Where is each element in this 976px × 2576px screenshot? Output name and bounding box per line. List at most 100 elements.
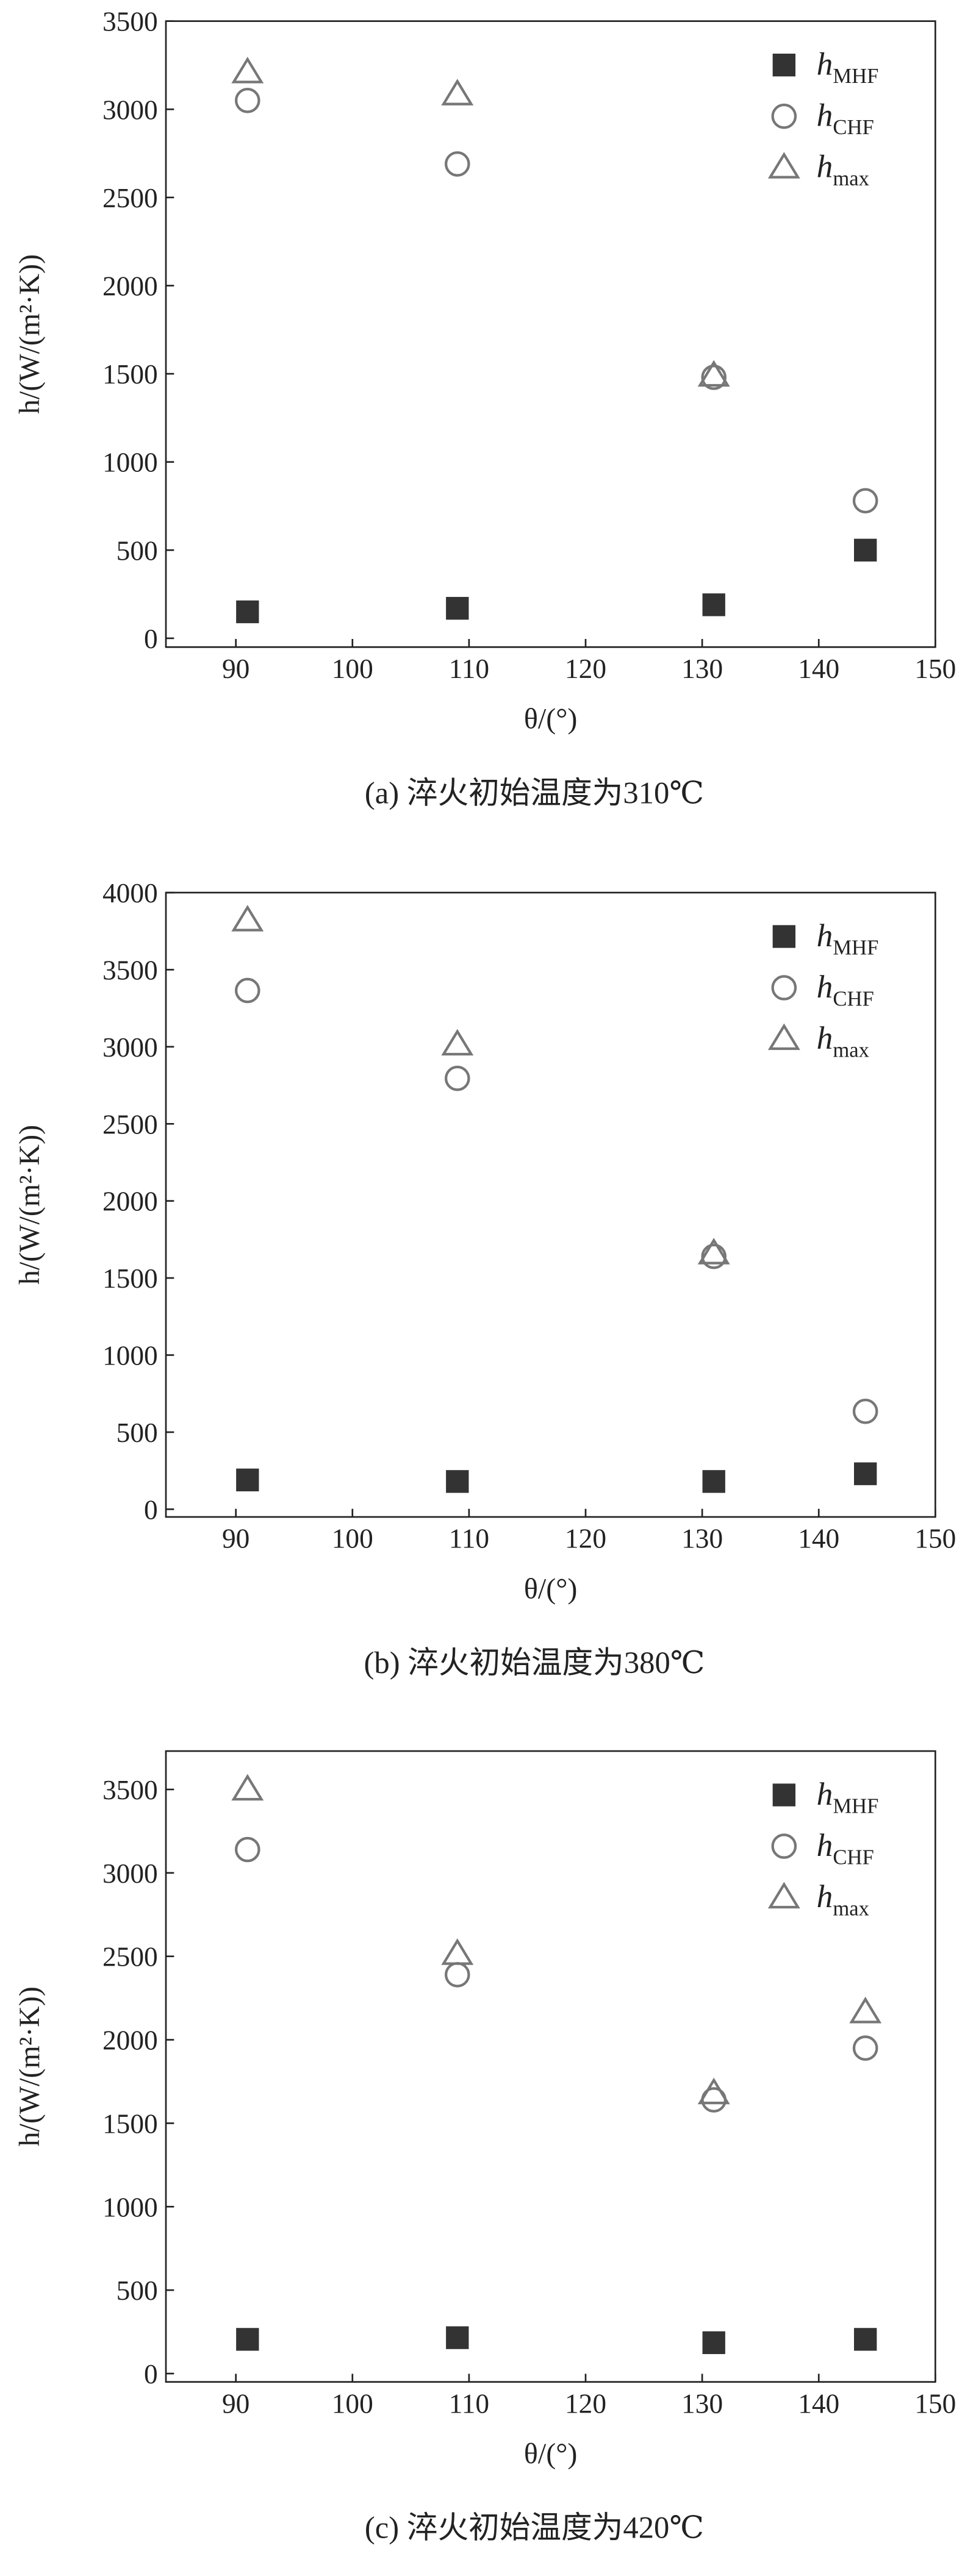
square-marker — [446, 597, 469, 620]
circle-marker — [701, 365, 727, 390]
x-tick-label: 90 — [222, 2388, 249, 2419]
legend-symbol: h — [817, 97, 833, 134]
legend-subscript: CHF — [833, 987, 874, 1010]
circle-marker — [771, 1833, 797, 1859]
triangle-marker — [231, 1774, 264, 1801]
square-marker — [772, 1783, 795, 1807]
legend-label: hCHF — [817, 968, 874, 1010]
y-tick-label: 1500 — [102, 1263, 158, 1294]
legend-subscript: max — [833, 167, 869, 190]
x-tick-label: 150 — [914, 1524, 956, 1554]
circle-marker — [444, 1961, 470, 1988]
legend-label: hCHF — [817, 1827, 874, 1869]
triangle-marker — [231, 905, 264, 932]
y-tick-label: 3000 — [102, 1858, 158, 1889]
triangle-marker — [697, 360, 730, 387]
legend-label: hmax — [817, 148, 869, 190]
x-tick-label: 110 — [449, 2388, 489, 2419]
y-tick-label: 4000 — [102, 878, 158, 908]
circle-marker — [771, 103, 797, 129]
y-tick-label: 3500 — [102, 1775, 158, 1805]
legend-subscript: max — [833, 1038, 869, 1061]
triangle-marker — [697, 1238, 730, 1265]
x-tick-label: 120 — [565, 654, 606, 684]
plot-frame — [165, 891, 936, 1518]
triangle-marker — [441, 1938, 474, 1965]
y-tick-label: 0 — [144, 624, 158, 654]
y-tick-label: 2500 — [102, 1942, 158, 1972]
legend-symbol: h — [817, 46, 833, 82]
y-tick-label: 3000 — [102, 95, 158, 125]
square-marker — [854, 2328, 877, 2351]
x-axis-label: θ/(°) — [524, 1572, 578, 1605]
y-tick-label: 1500 — [102, 359, 158, 390]
legend-symbol: h — [817, 1019, 833, 1056]
circle-marker — [852, 488, 878, 514]
legend-subscript: CHF — [833, 1846, 874, 1869]
legend-subscript: MHF — [833, 936, 878, 959]
square-marker — [772, 54, 795, 77]
x-tick-label: 150 — [914, 2388, 956, 2419]
y-tick-label: 1000 — [102, 448, 158, 478]
square-marker — [854, 538, 877, 562]
legend-subscript: CHF — [833, 116, 874, 139]
x-tick-label: 140 — [798, 1524, 839, 1554]
triangle-marker — [697, 2077, 730, 2105]
legend-subscript: max — [833, 1897, 869, 1920]
x-tick-label: 120 — [565, 2388, 606, 2419]
square-marker — [772, 925, 795, 948]
legend-subscript: MHF — [833, 65, 878, 88]
x-tick-label: 110 — [449, 1524, 489, 1554]
x-tick-label: 140 — [798, 2388, 839, 2419]
x-tick-label: 100 — [332, 654, 373, 684]
square-marker — [236, 1468, 259, 1491]
legend-label: hmax — [817, 1019, 869, 1061]
x-tick-label: 90 — [222, 654, 249, 684]
legend-symbol: h — [817, 1775, 833, 1812]
circle-marker — [444, 1065, 470, 1091]
y-tick-label: 3000 — [102, 1032, 158, 1063]
x-tick-label: 100 — [332, 2388, 373, 2419]
x-axis-label: θ/(°) — [524, 2438, 578, 2470]
circle-marker — [852, 2035, 878, 2061]
circle-marker — [771, 975, 797, 1001]
y-tick-label: 2000 — [102, 271, 158, 301]
y-tick-label: 500 — [117, 2275, 158, 2306]
square-marker — [702, 593, 725, 616]
triangle-marker — [767, 1882, 800, 1909]
square-marker — [236, 600, 259, 624]
triangle-marker — [441, 79, 474, 105]
y-tick-label: 2500 — [102, 1109, 158, 1140]
circle-marker — [234, 1836, 260, 1863]
y-tick-label: 2500 — [102, 183, 158, 213]
x-tick-label: 140 — [798, 654, 839, 684]
legend-symbol: h — [817, 1878, 833, 1914]
legend-symbol: h — [817, 968, 833, 1005]
x-tick-label: 130 — [681, 2388, 723, 2419]
caption: (c) 淬火初始温度为420℃ — [365, 2511, 704, 2545]
triangle-marker — [767, 152, 800, 179]
legend-label: hCHF — [817, 97, 874, 139]
triangle-marker — [849, 1996, 882, 2024]
triangle-marker — [231, 57, 264, 84]
x-tick-label: 120 — [565, 1524, 606, 1554]
y-tick-label: 3500 — [102, 955, 158, 985]
x-tick-label: 150 — [914, 654, 956, 684]
legend-symbol: h — [817, 148, 833, 185]
y-tick-label: 500 — [117, 535, 158, 566]
square-marker — [446, 2326, 469, 2349]
y-tick-label: 1000 — [102, 1341, 158, 1371]
triangle-marker — [441, 1029, 474, 1056]
square-marker — [702, 1470, 725, 1493]
caption: (a) 淬火初始温度为310℃ — [365, 776, 704, 810]
y-axis-label: h/(W/(m²·K)) — [13, 254, 46, 414]
circle-marker — [234, 977, 260, 1004]
x-tick-label: 100 — [332, 1524, 373, 1554]
y-tick-label: 0 — [144, 2359, 158, 2389]
square-marker — [854, 1462, 877, 1485]
circle-marker — [234, 88, 260, 113]
legend-symbol: h — [817, 1827, 833, 1863]
legend-label: hMHF — [817, 917, 879, 959]
